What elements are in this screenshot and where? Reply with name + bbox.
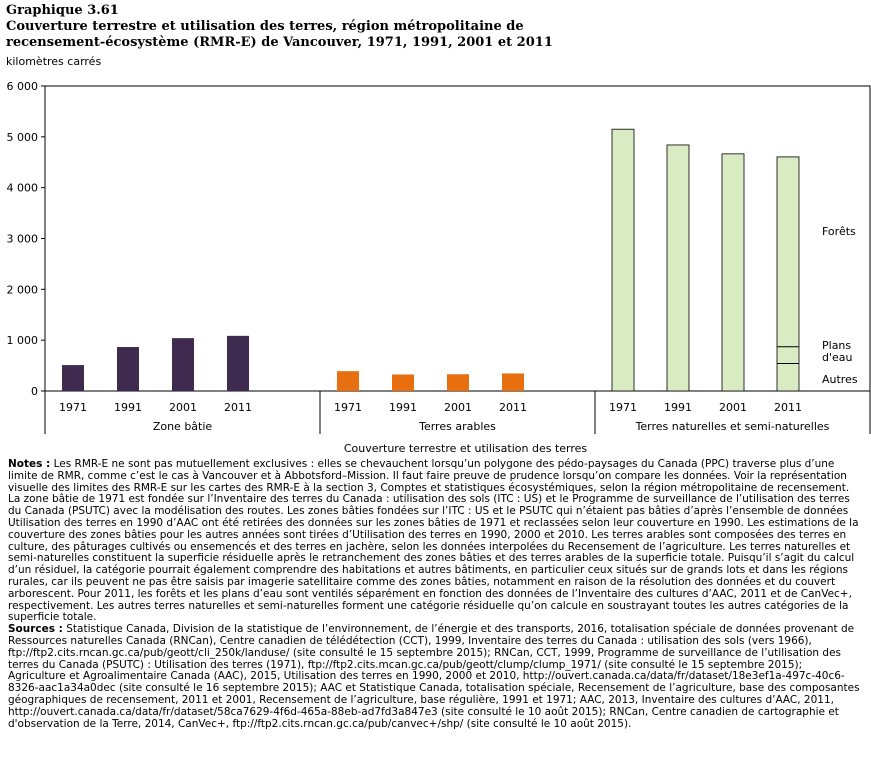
y-tick-label: 1 000	[7, 334, 39, 347]
bar	[721, 153, 745, 392]
y-tick-label: 5 000	[7, 131, 39, 144]
bar	[172, 338, 194, 391]
x-tick-label: 1991	[114, 401, 142, 414]
x-tick-label: 2001	[444, 401, 472, 414]
x-tick-label: 2011	[774, 401, 802, 414]
title-block: Graphique 3.61 Couverture terrestre et u…	[6, 3, 866, 51]
bar	[62, 365, 84, 391]
x-tick-label: 2001	[169, 401, 197, 414]
y-tick-label: 2 000	[7, 283, 39, 296]
chart-title-line1: Couverture terrestre et utilisation des …	[6, 19, 524, 34]
notes-section: Notes : Les RMR-E ne sont pas mutuelleme…	[8, 458, 863, 730]
x-tick-label: 2011	[499, 401, 527, 414]
x-tick-label: 1991	[389, 401, 417, 414]
sources-label: Sources :	[8, 623, 63, 636]
x-tick-label: 2001	[719, 401, 747, 414]
bar	[117, 347, 139, 391]
legend-forets: Forêts	[822, 225, 856, 238]
group-label: Terres naturelles et semi-naturelles	[635, 420, 830, 433]
bar	[776, 156, 800, 392]
bar	[447, 374, 469, 391]
group-label: Zone bâtie	[153, 420, 213, 433]
bar	[337, 371, 359, 391]
bar	[611, 128, 635, 392]
bar	[392, 374, 414, 391]
x-tick-label: 1971	[609, 401, 637, 414]
x-tick-label: 1971	[59, 401, 87, 414]
legend-deau: d'eau	[822, 351, 853, 364]
legend-autres: Autres	[822, 373, 858, 386]
y-tick-label: 0	[31, 385, 38, 398]
legend-plans: Plans	[822, 339, 851, 352]
y-tick-label: 6 000	[7, 80, 39, 93]
notes-text: Les RMR-E ne sont pas mutuellement exclu…	[8, 458, 859, 624]
x-tick-label: 1991	[664, 401, 692, 414]
x-tick-label: 2011	[224, 401, 252, 414]
x-axis-title: Couverture terrestre et utilisation des …	[344, 442, 588, 455]
notes-label: Notes :	[8, 458, 51, 470]
sources-text: Statistique Canada, Division de la stati…	[8, 623, 860, 730]
bar-chart: 0 1 000 2 000 3 000 4 000 5 000 6 000 1971 1991 2…	[7, 80, 871, 455]
y-tick-label: 3 000	[7, 233, 39, 246]
chart-number: Graphique 3.61	[6, 3, 119, 18]
bar	[502, 373, 524, 391]
y-tick-label: 4 000	[7, 182, 39, 195]
y-axis-units: kilomètres carrés	[6, 55, 102, 68]
plot-frame	[44, 85, 871, 392]
bar	[666, 144, 690, 392]
x-tick-label: 1971	[334, 401, 362, 414]
chart-title-line2: recensement-écosystème (RMR-E) de Vancou…	[6, 35, 553, 50]
group-label: Terres arables	[418, 420, 496, 433]
bar	[227, 335, 249, 391]
